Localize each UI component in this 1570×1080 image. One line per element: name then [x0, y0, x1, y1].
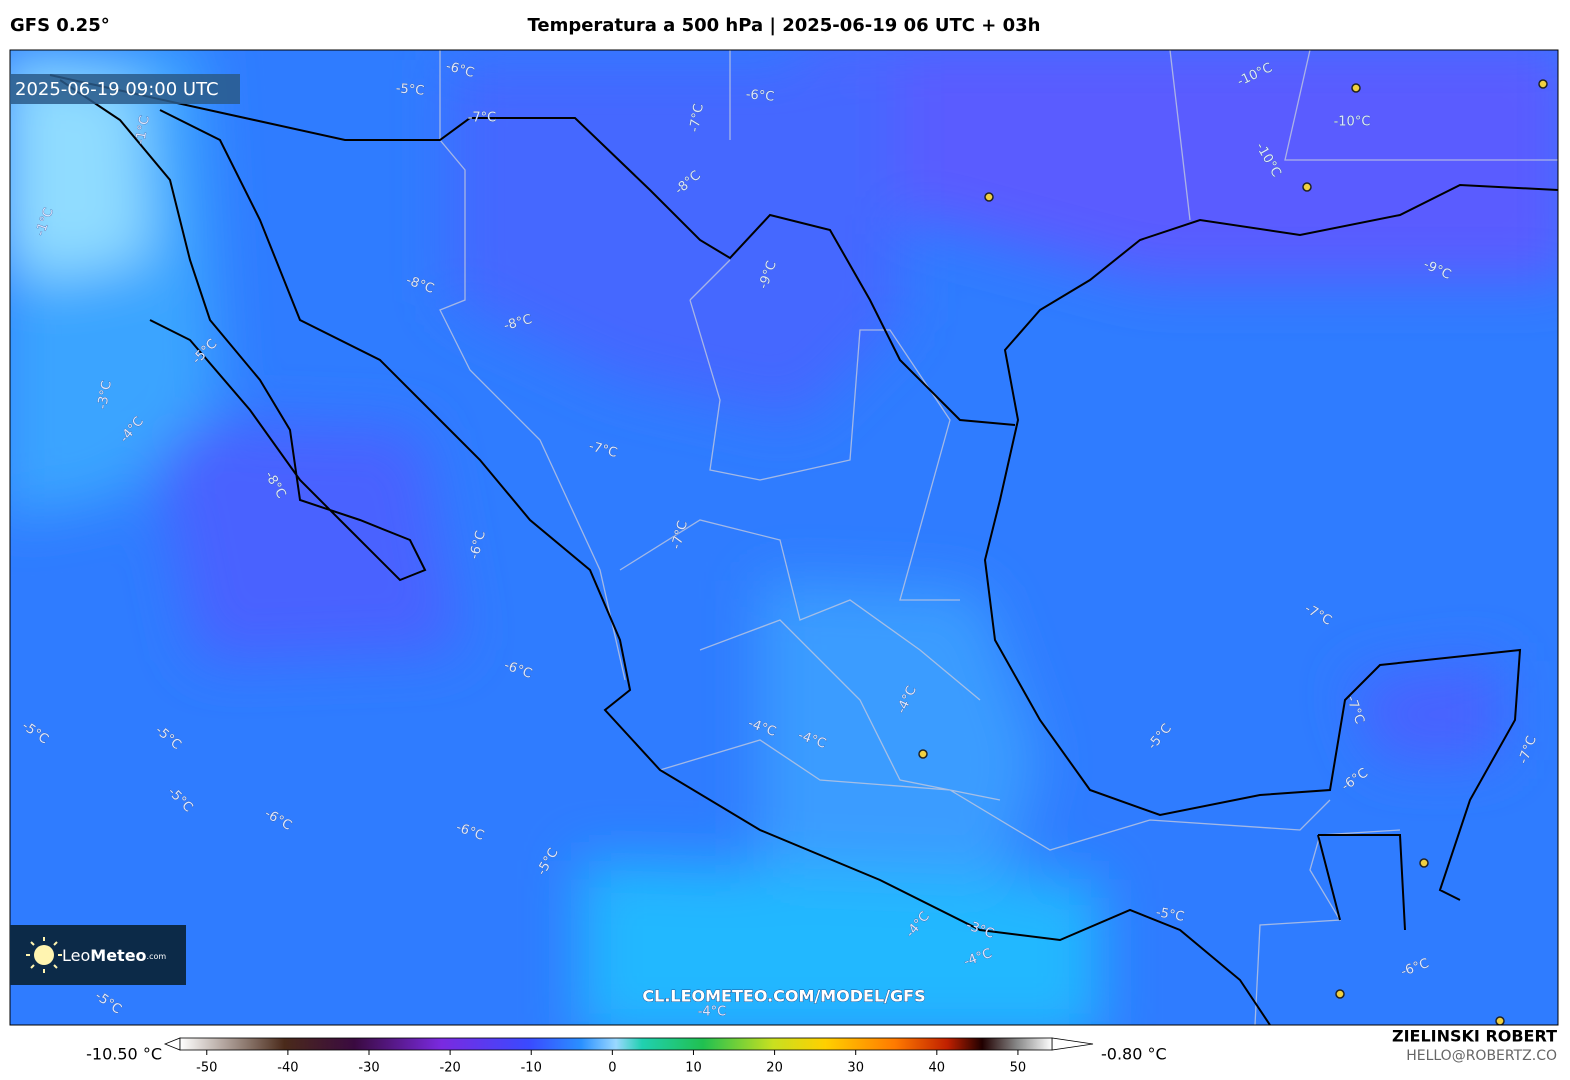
colorbar-tick-label: 10 [685, 1061, 702, 1076]
map-area: -6°C-5°C-7°C-6°C-7°C-1°C-10°C-10°C-10°C-… [10, 50, 1558, 1025]
contour-label: -7°C [468, 111, 497, 126]
model-label: GFS 0.25° [10, 15, 110, 36]
contour-label: -1°C [133, 115, 153, 146]
contour-label: -10°C [1334, 115, 1371, 130]
colorbar-tick-label: 40 [929, 1061, 946, 1076]
colorbar-tick-label: -30 [358, 1061, 379, 1076]
contour-label: -6°C [745, 87, 775, 104]
colorbar-tick-label: 30 [847, 1061, 864, 1076]
colorbar [179, 1037, 1053, 1051]
logo-part: Meteo [90, 946, 146, 965]
colorbar-tick-label: 0 [608, 1061, 616, 1076]
contour-label: -5°C [395, 81, 425, 98]
contour-label: -7°C [687, 103, 707, 134]
logo-part: Leo [62, 946, 90, 965]
colorbar-tick-label: 20 [766, 1061, 783, 1076]
contour-label: -7°C [669, 519, 691, 550]
author: ZIELINSKI ROBERT [1392, 1027, 1557, 1046]
contour-label: -5°C [1155, 905, 1186, 925]
watermark: CL.LEOMETEO.COM/MODEL/GFS [642, 987, 925, 1006]
contour-label: -3°C [95, 380, 115, 411]
colorbar-tick-label: -10 [521, 1061, 542, 1076]
colorbar-tick-label: -50 [196, 1061, 217, 1076]
colorbar-min: -10.50 °C [86, 1045, 162, 1064]
colorbar-tick-label: -20 [440, 1061, 461, 1076]
logo-text: LeoMeteo.com [62, 946, 166, 965]
valid-time: 2025-06-19 09:00 UTC [15, 79, 219, 100]
colorbar-max: -0.80 °C [1101, 1045, 1167, 1064]
colorbar-tick-label: 50 [1010, 1061, 1027, 1076]
contour-label: -4°C [796, 728, 828, 752]
logo-part: .com [147, 952, 167, 961]
contour-label: -4°C [698, 1005, 727, 1020]
colorbar-tick-label: -40 [277, 1061, 298, 1076]
email: HELLO@ROBERTZ.CO [1406, 1048, 1557, 1064]
map-title: Temperatura a 500 hPa | 2025-06-19 06 UT… [527, 15, 1040, 36]
